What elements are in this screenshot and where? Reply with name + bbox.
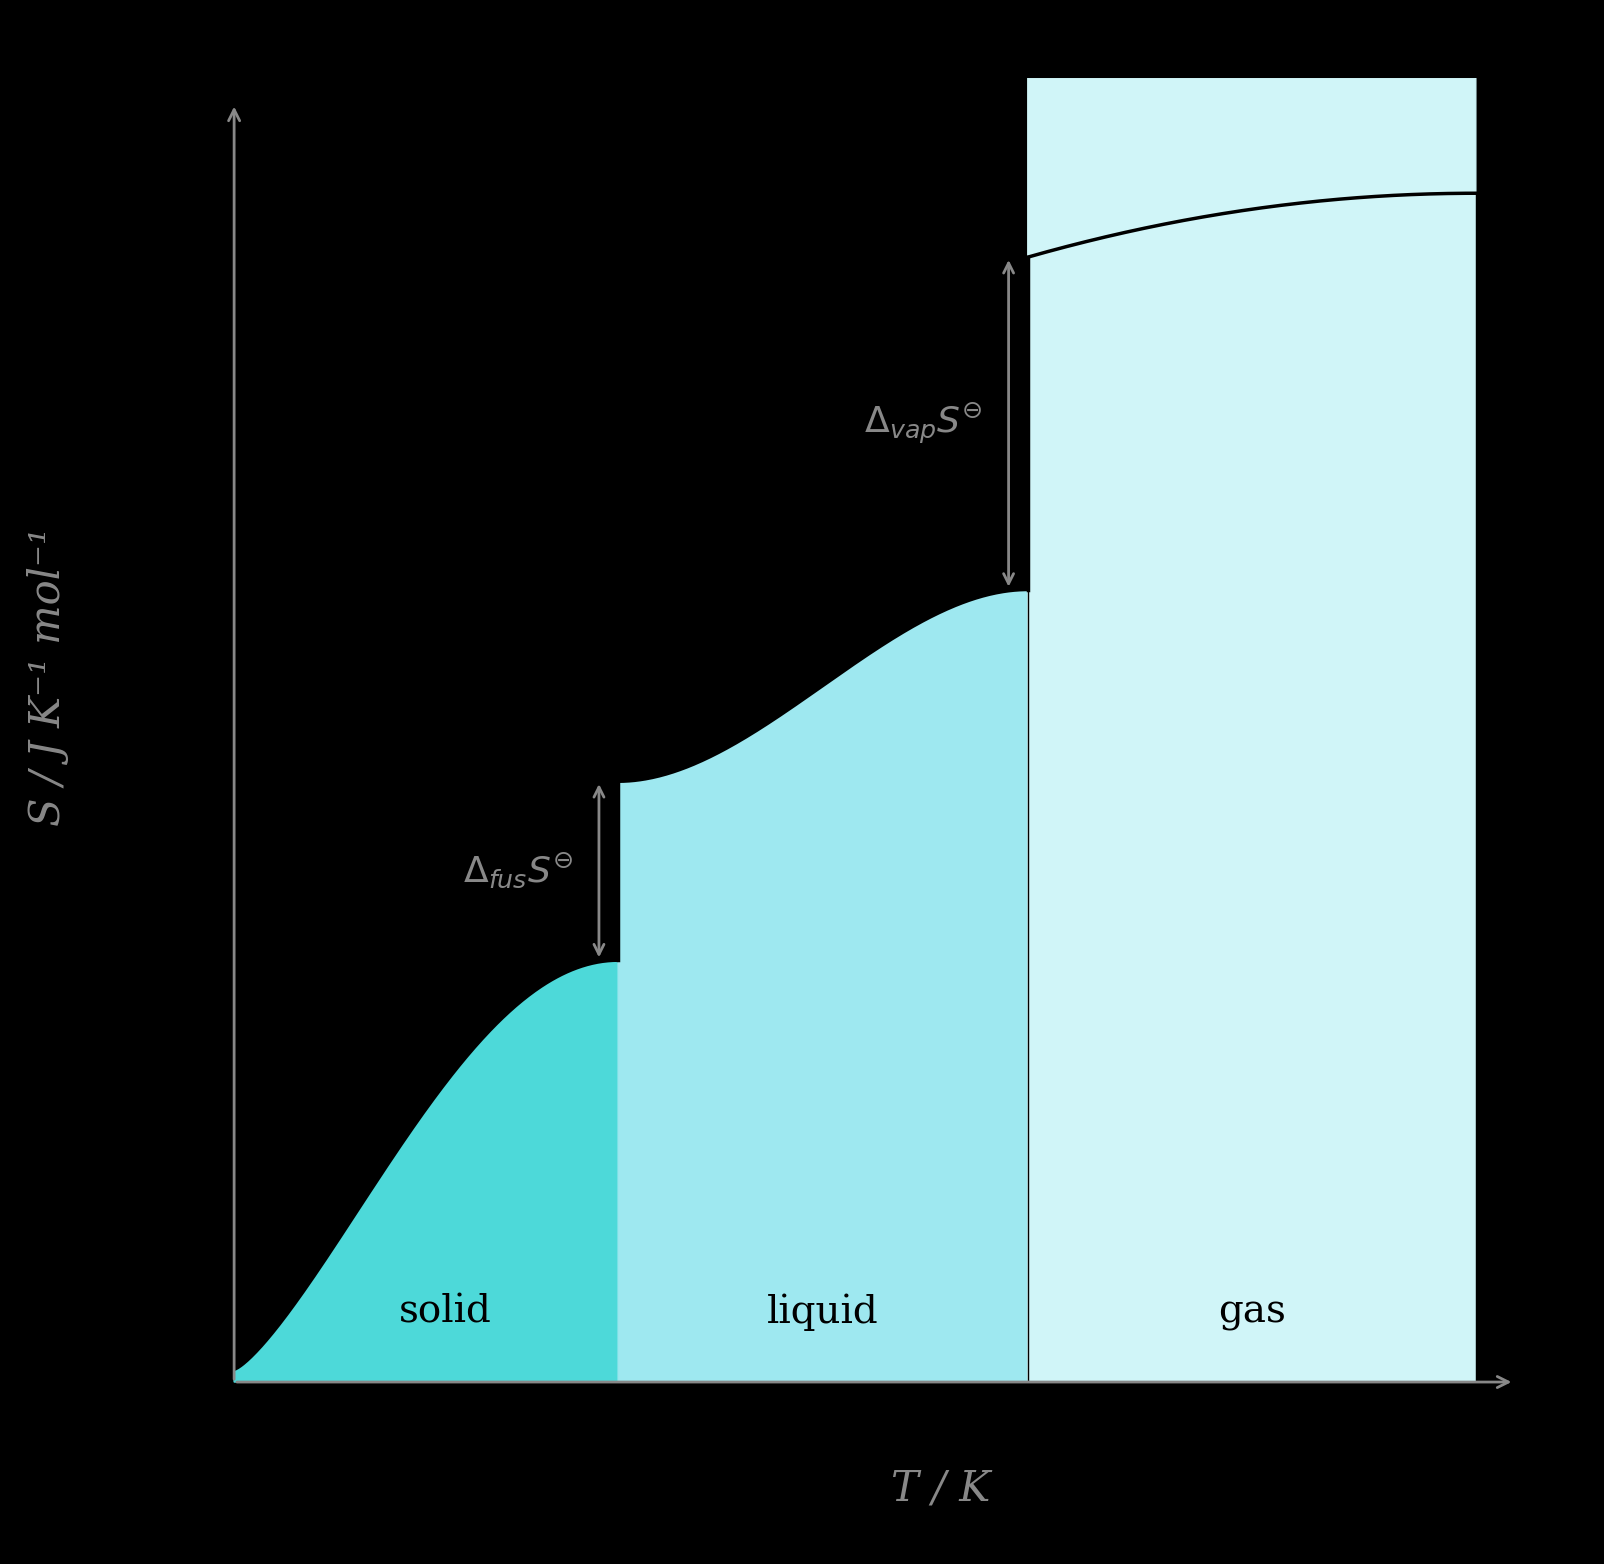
- Polygon shape: [618, 590, 1028, 1383]
- Polygon shape: [1028, 194, 1476, 1383]
- Text: T / K: T / K: [892, 1467, 990, 1509]
- Polygon shape: [1028, 78, 1476, 256]
- Text: liquid: liquid: [767, 1293, 879, 1331]
- Polygon shape: [234, 960, 618, 1383]
- Text: $\Delta_{fus}S^{\ominus}$: $\Delta_{fus}S^{\ominus}$: [464, 851, 573, 890]
- Text: $\Delta_{vap}S^{\ominus}$: $\Delta_{vap}S^{\ominus}$: [865, 400, 983, 446]
- Text: solid: solid: [399, 1293, 492, 1331]
- Text: S / J K⁻¹ mol⁻¹: S / J K⁻¹ mol⁻¹: [27, 527, 69, 826]
- Text: gas: gas: [1217, 1293, 1286, 1331]
